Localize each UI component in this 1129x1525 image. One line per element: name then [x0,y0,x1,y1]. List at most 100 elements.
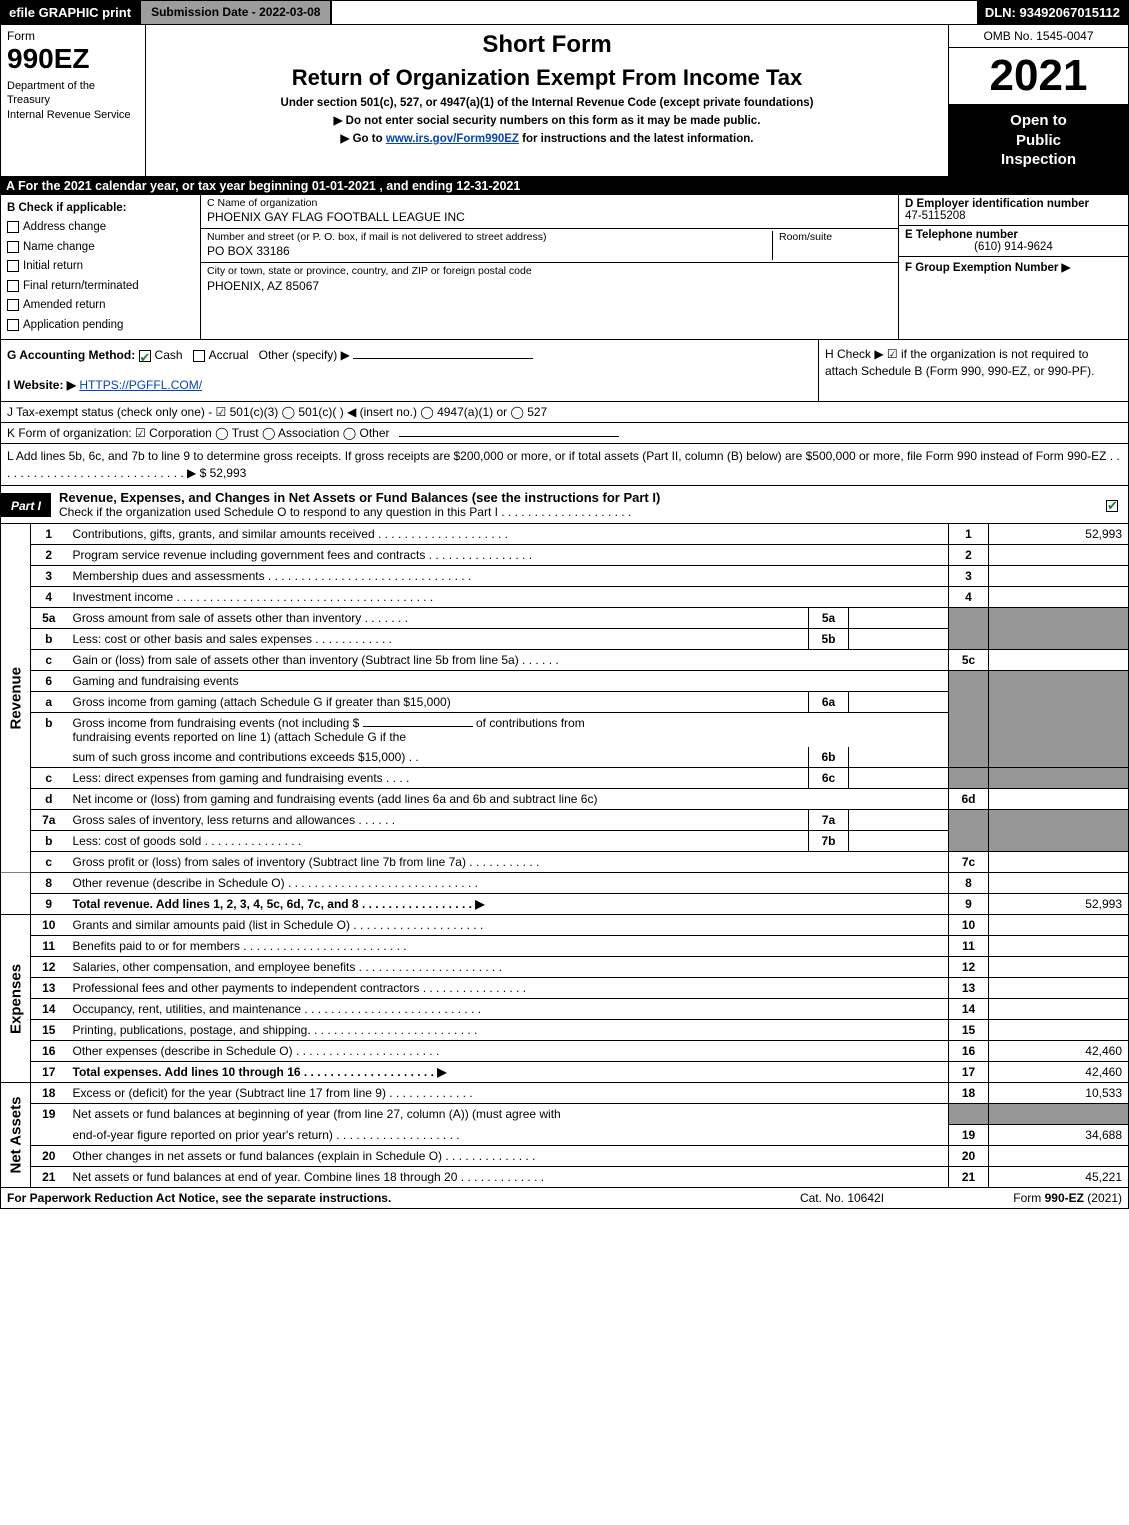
l6c-shaded-num [949,768,989,789]
application-pending-checkbox[interactable] [7,319,19,331]
l19-shaded-amt [989,1104,1129,1125]
l11-desc: Benefits paid to or for members . . . . … [67,936,949,957]
l1-no: 1 [31,524,67,545]
l17-num: 17 [949,1062,989,1083]
header-left: Form 990EZ Department of the Treasury In… [1,25,146,176]
initial-return-checkbox[interactable] [7,260,19,272]
line-k: K Form of organization: ☑ Corporation ◯ … [1,422,1128,443]
k-other-input[interactable] [399,436,619,437]
section-text: Under section 501(c), 527, or 4947(a)(1)… [150,97,944,109]
goto-line: ▶ Go to www.irs.gov/Form990EZ for instru… [150,131,944,145]
l6a-sub-amt [849,692,949,713]
id-block: B Check if applicable: Address change Na… [0,195,1129,341]
l6b-desc1: Gross income from fundraising events (no… [73,716,360,730]
l2-num: 2 [949,545,989,566]
part-1-schedule-o-checkbox[interactable] [1106,500,1118,512]
street-value: PO BOX 33186 [207,244,766,260]
l9-desc: Total revenue. Add lines 1, 2, 3, 4, 5c,… [67,894,949,915]
l19-shaded-num [949,1104,989,1125]
phone-label: E Telephone number [905,229,1122,241]
l5b-sub-amt [849,629,949,650]
l5c-no: c [31,650,67,671]
l6-no: 6 [31,671,67,692]
l5-shaded-num [949,608,989,650]
l6-desc: Gaming and fundraising events [67,671,949,692]
l6b-contrib-input[interactable] [363,726,473,727]
l21-desc: Net assets or fund balances at end of ye… [67,1166,949,1187]
section-c: C Name of organization PHOENIX GAY FLAG … [201,195,898,340]
amended-return-checkbox[interactable] [7,299,19,311]
ein-label: D Employer identification number [905,198,1122,210]
l6b-sub-amt [849,747,949,768]
goto-post: for instructions and the latest informat… [519,133,754,145]
l1-amt: 52,993 [989,524,1129,545]
l7b-desc: Less: cost of goods sold . . . . . . . .… [67,831,809,852]
l8-desc: Other revenue (describe in Schedule O) .… [67,873,949,894]
phone-value: (610) 914-9624 [905,241,1122,253]
l5a-sub: 5a [809,608,849,629]
goto-link[interactable]: www.irs.gov/Form990EZ [386,133,519,145]
k-text: K Form of organization: ☑ Corporation ◯ … [7,426,390,440]
l3-no: 3 [31,566,67,587]
line-i: I Website: ▶ HTTPS://PGFFL.COM/ [7,376,812,395]
title-return: Return of Organization Exempt From Incom… [150,65,944,91]
l3-amt [989,566,1129,587]
name-change-checkbox[interactable] [7,241,19,253]
l6a-desc: Gross income from gaming (attach Schedul… [67,692,809,713]
l9-num: 9 [949,894,989,915]
cash-checkbox[interactable] [139,350,151,362]
l10-num: 10 [949,915,989,936]
l14-no: 14 [31,999,67,1020]
l19-amt: 34,688 [989,1124,1129,1145]
header-center: Short Form Return of Organization Exempt… [146,25,948,176]
amended-return-label: Amended return [23,299,105,311]
top-bar: efile GRAPHIC print Submission Date - 20… [0,0,1129,25]
l5b-desc: Less: cost or other basis and sales expe… [67,629,809,650]
l4-no: 4 [31,587,67,608]
l19-desc1: Net assets or fund balances at beginning… [67,1104,949,1125]
l18-no: 18 [31,1083,67,1104]
efile-print-label[interactable]: efile GRAPHIC print [1,1,139,24]
l6d-desc: Net income or (loss) from gaming and fun… [67,789,949,810]
footer-cat-no: Cat. No. 10642I [742,1191,942,1205]
l5a-desc: Gross amount from sale of assets other t… [67,608,809,629]
part-1-title: Revenue, Expenses, and Changes in Net As… [59,490,1092,505]
l6a-no: a [31,692,67,713]
l19-no: 19 [31,1104,67,1146]
ssn-warning: ▶ Do not enter social security numbers o… [150,113,944,127]
cash-label: Cash [155,348,183,362]
final-return-checkbox[interactable] [7,280,19,292]
l17-amt: 42,460 [989,1062,1129,1083]
l18-num: 18 [949,1083,989,1104]
department-label: Department of the Treasury Internal Reve… [7,79,139,122]
l15-desc: Printing, publications, postage, and shi… [67,1020,949,1041]
l6b-desc2: of contributions from [476,716,585,730]
form-word: Form [7,29,139,43]
footer-form-ref: Form 990-EZ (2021) [942,1191,1122,1205]
l6-shaded-num [949,671,989,768]
l4-amt [989,587,1129,608]
name-change-label: Name change [23,241,95,253]
section-def: D Employer identification number 47-5115… [898,195,1128,340]
address-change-checkbox[interactable] [7,221,19,233]
website-link[interactable]: HTTPS://PGFFL.COM/ [79,378,202,392]
l3-num: 3 [949,566,989,587]
accrual-checkbox[interactable] [193,350,205,362]
other-label: Other (specify) ▶ [259,348,350,362]
l7a-desc: Gross sales of inventory, less returns a… [67,810,809,831]
inspection-badge: Open to Public Inspection [949,105,1128,176]
goto-pre: ▶ Go to [341,133,386,145]
top-bar-spacer [332,1,976,24]
l4-num: 4 [949,587,989,608]
title-short-form: Short Form [150,31,944,59]
l6d-no: d [31,789,67,810]
l13-num: 13 [949,978,989,999]
l7b-sub: 7b [809,831,849,852]
l20-desc: Other changes in net assets or fund bala… [67,1145,949,1166]
section-b: B Check if applicable: Address change Na… [1,195,201,340]
l13-desc: Professional fees and other payments to … [67,978,949,999]
header-right: OMB No. 1545-0047 2021 Open to Public In… [948,25,1128,176]
l7b-sub-amt [849,831,949,852]
other-specify-input[interactable] [353,358,533,359]
part-1-subtitle: Check if the organization used Schedule … [59,505,1092,519]
